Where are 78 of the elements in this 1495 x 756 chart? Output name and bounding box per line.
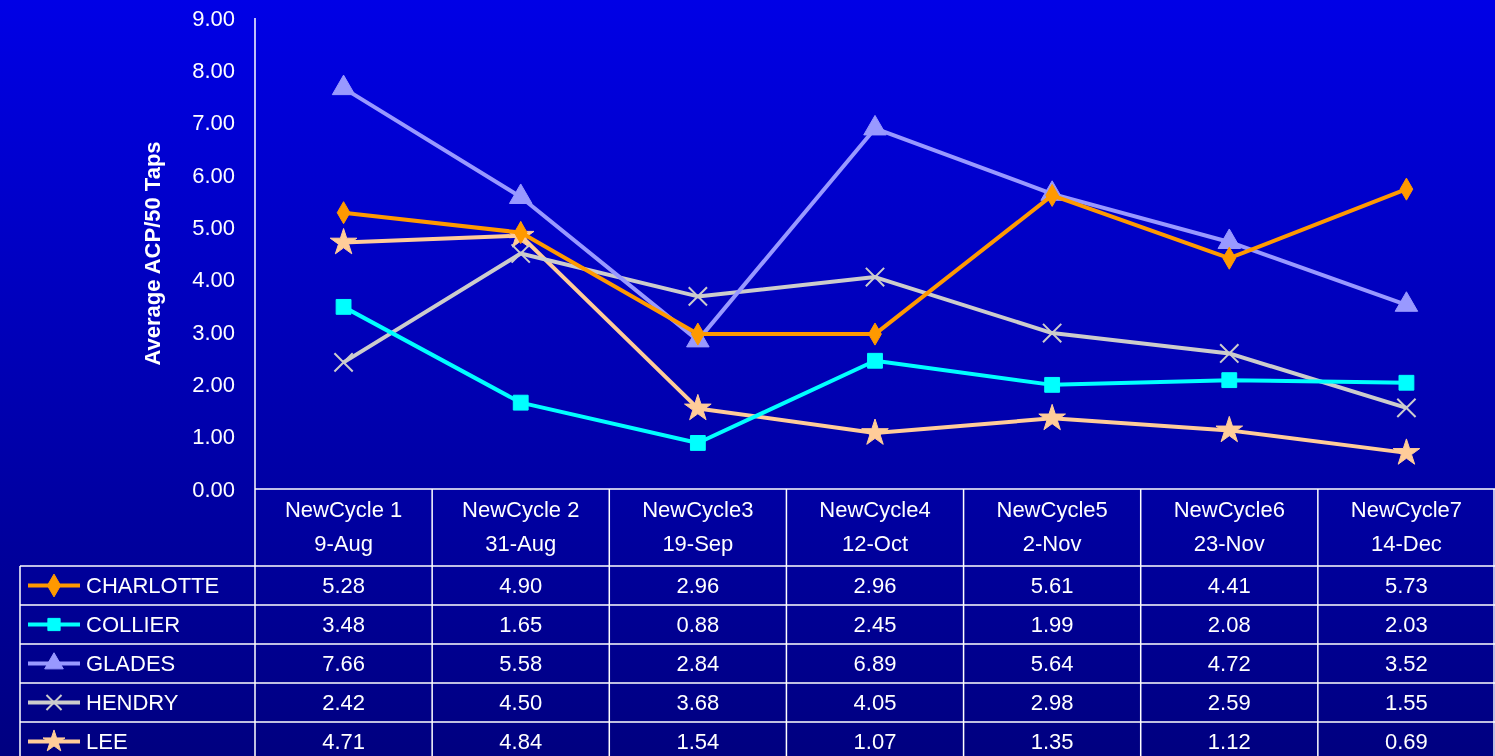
data-label: 1.65 [499, 612, 543, 638]
point [1221, 372, 1238, 389]
x-tick-label: NewCycle6 23-Nov [1173, 497, 1285, 556]
data-label: 2.84 [676, 651, 720, 677]
point [684, 393, 712, 421]
x-tick-label: NewCycle 1 9-Aug [284, 497, 403, 556]
y-tick-label: 0.00 [192, 476, 235, 502]
point [510, 243, 531, 264]
data-label: 4.84 [499, 729, 543, 755]
point [689, 435, 706, 451]
data-label: 3.52 [1385, 651, 1428, 677]
data-label: 1.99 [1030, 612, 1074, 638]
y-tick-label: 3.00 [192, 319, 235, 345]
y-tick-label: 2.00 [192, 372, 235, 398]
data-label: 2.59 [1207, 690, 1251, 716]
x-tick-label: NewCycle5 2-Nov [996, 497, 1108, 556]
point [1392, 438, 1421, 465]
data-label: 4.41 [1207, 573, 1251, 599]
legend-label: GLADES [86, 651, 176, 677]
x-tick-label: NewCycle4 12-Oct [819, 497, 931, 556]
data-label: 1.54 [676, 729, 720, 755]
x-tick-label: NewCycle 2 31-Aug [462, 497, 580, 556]
data-label: 2.96 [676, 573, 720, 599]
point [512, 394, 529, 411]
data-label: 1.07 [853, 729, 897, 755]
data-label: 5.64 [1030, 651, 1074, 677]
data-label: 6.89 [853, 651, 897, 677]
data-label: 4.90 [499, 573, 543, 599]
data-label: 2.08 [1207, 612, 1251, 638]
point [1042, 322, 1063, 344]
data-label: 0.69 [1385, 729, 1428, 755]
point [864, 266, 886, 288]
data-label: 2.98 [1030, 690, 1074, 716]
y-tick-label: 5.00 [192, 215, 235, 241]
y-tick-label: 4.00 [192, 267, 235, 293]
legend-label: LEE [86, 729, 128, 755]
point [1219, 343, 1240, 364]
y-tick-label: 8.00 [192, 58, 235, 84]
data-label: 2.96 [853, 573, 897, 599]
legend-label: HENDRY [86, 690, 179, 716]
data-label: 2.03 [1385, 612, 1428, 638]
point [1398, 374, 1415, 391]
x-tick-label: NewCycle3 19-Sep [642, 497, 754, 556]
point [1044, 376, 1061, 393]
y-tick-label: 6.00 [192, 162, 235, 188]
data-label: 2.42 [322, 690, 365, 716]
legend-label: CHARLOTTE [86, 573, 220, 599]
point [867, 352, 883, 369]
point [687, 286, 708, 307]
data-label: 4.71 [322, 729, 365, 755]
data-label: 5.73 [1385, 573, 1428, 599]
data-label: 3.68 [676, 690, 720, 716]
y-tick-label: 1.00 [192, 424, 235, 450]
data-label: 5.28 [322, 573, 365, 599]
y-tick-label: 7.00 [192, 110, 235, 136]
data-label: 1.35 [1030, 729, 1074, 755]
data-label: 2.45 [853, 612, 897, 638]
data-label: 5.58 [499, 651, 543, 677]
data-label: 4.50 [499, 690, 543, 716]
y-axis-title: Average ACP/50 Taps [140, 141, 165, 366]
legend-label: COLLIER [86, 612, 181, 638]
point [1396, 397, 1417, 419]
point [1215, 415, 1244, 443]
point [1038, 403, 1066, 431]
point [861, 418, 889, 445]
x-tick-label: NewCycle7 14-Dec [1350, 497, 1463, 556]
point [335, 298, 352, 315]
data-label: 0.88 [676, 612, 720, 638]
data-label: 7.66 [322, 651, 365, 677]
data-label: 5.61 [1030, 573, 1074, 599]
data-label: 3.48 [322, 612, 365, 638]
data-label: 4.72 [1207, 651, 1251, 677]
data-label: 1.12 [1207, 729, 1251, 755]
point [329, 228, 358, 255]
point [333, 352, 354, 373]
data-label: 4.05 [853, 690, 897, 716]
data-label: 1.55 [1385, 690, 1428, 716]
y-tick-label: 9.00 [192, 5, 235, 31]
